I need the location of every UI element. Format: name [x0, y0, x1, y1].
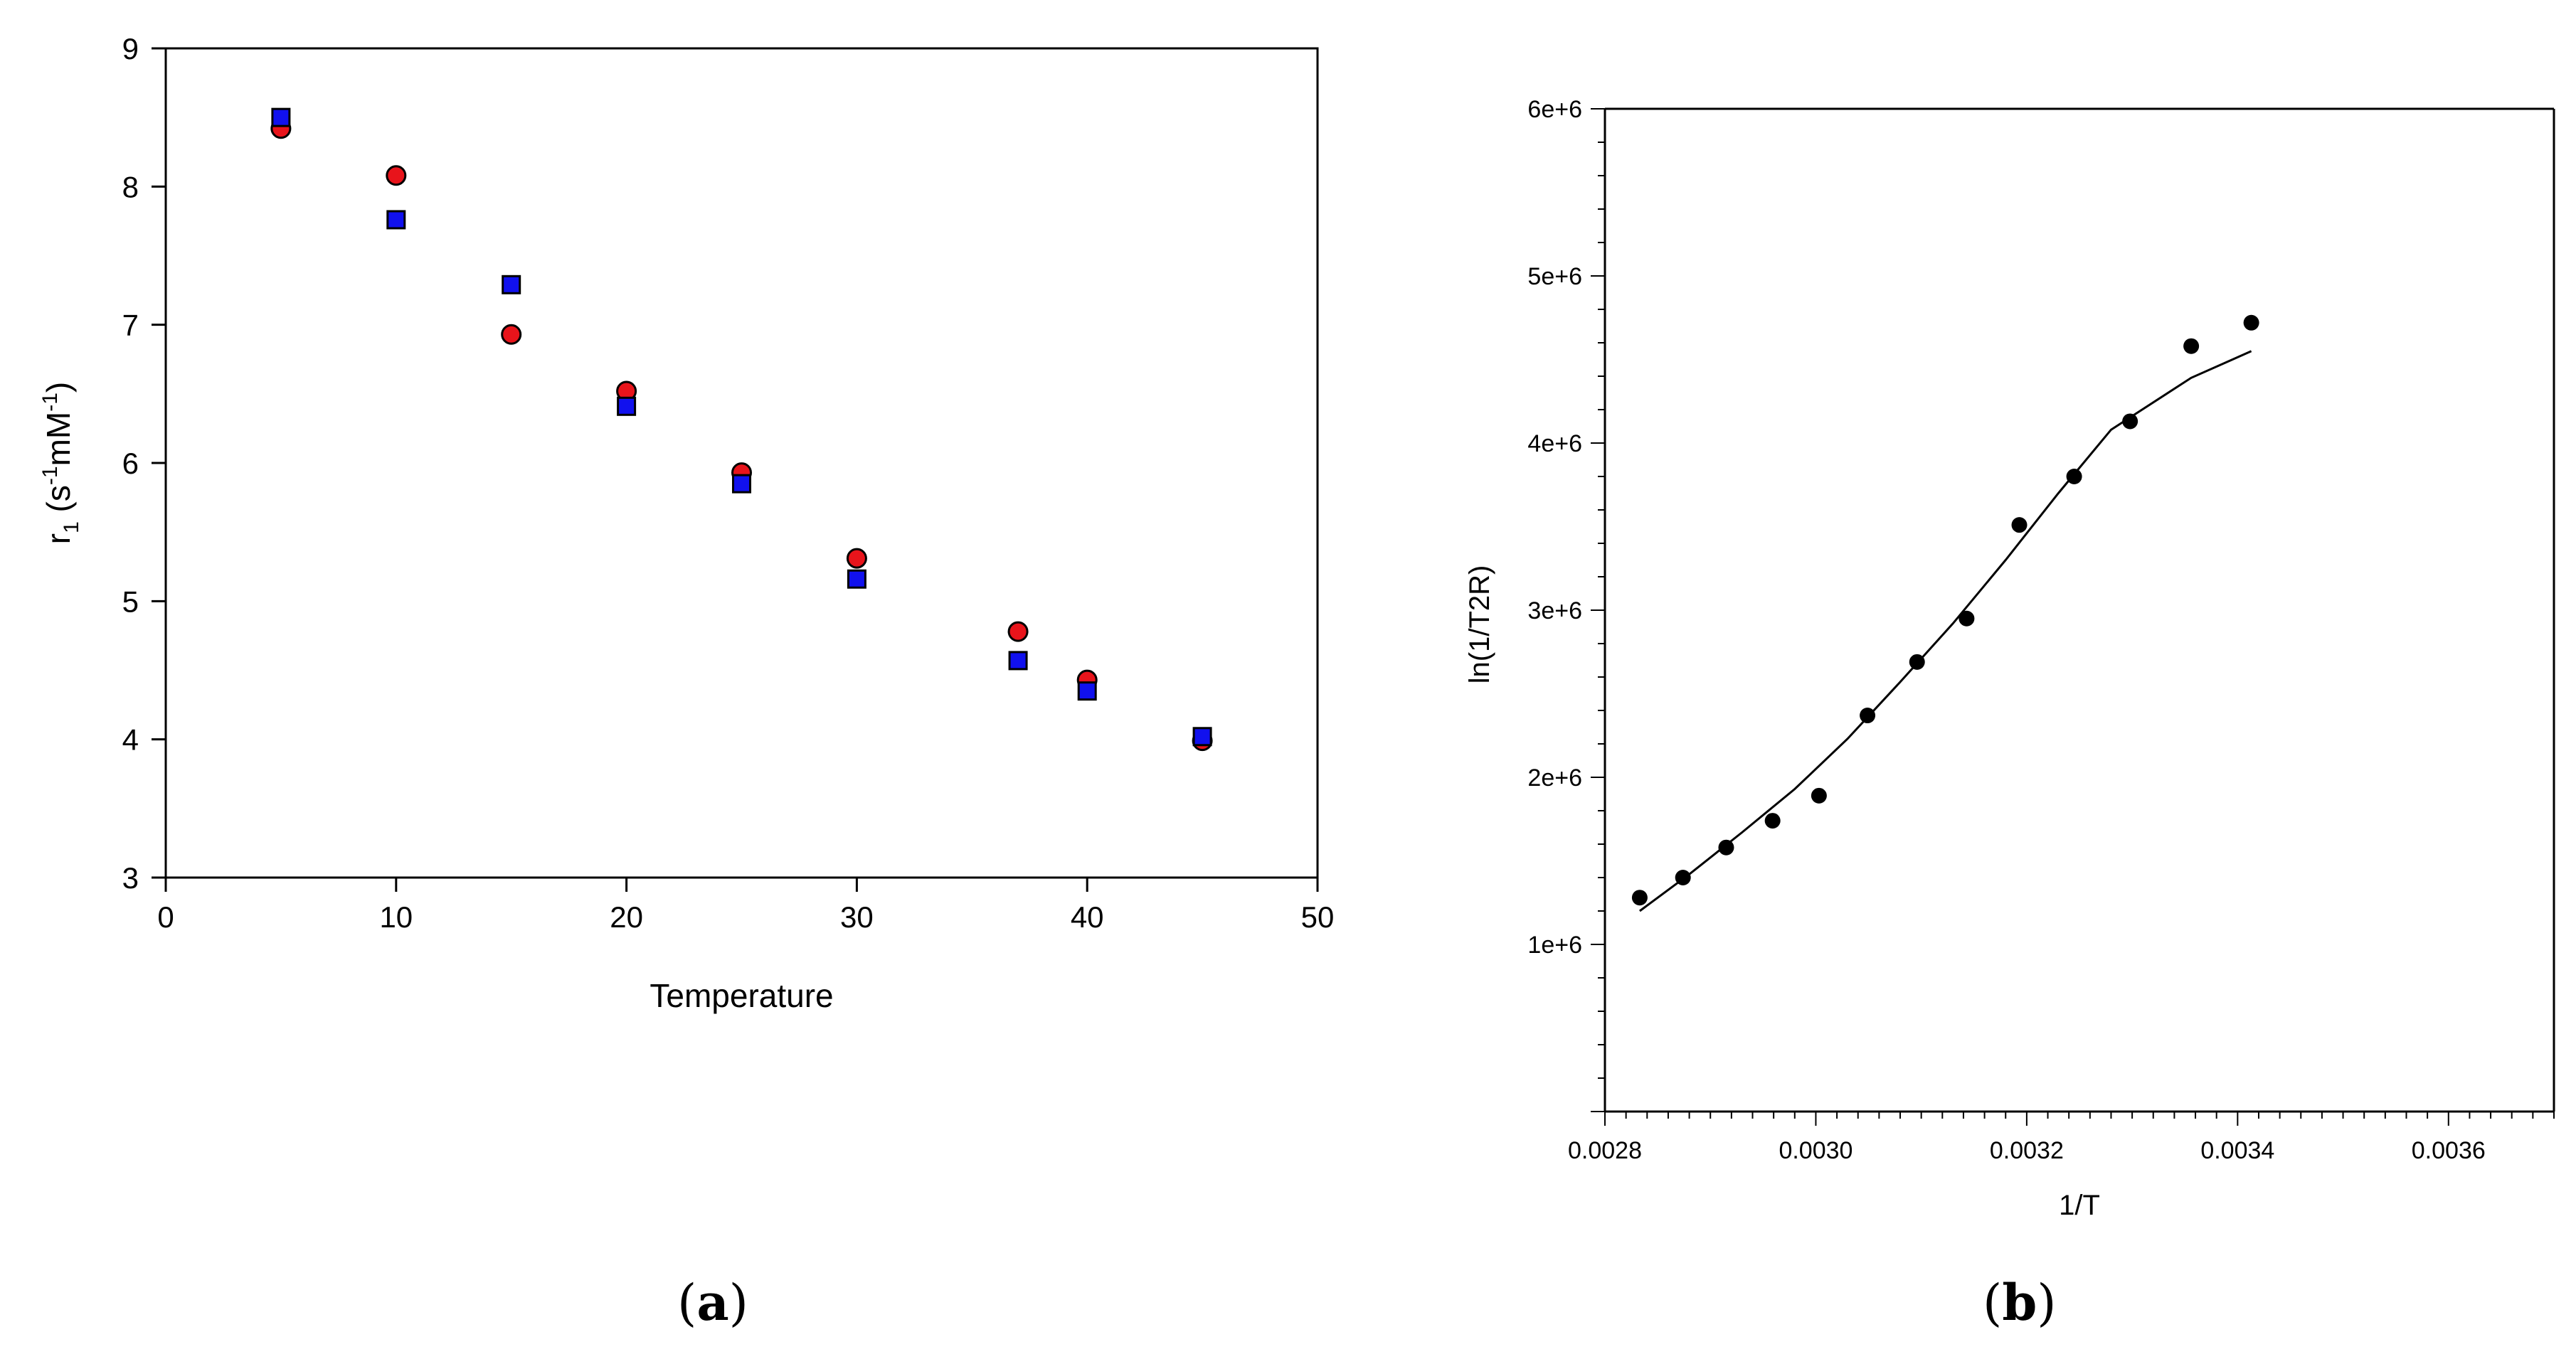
y-tick-label-b-2: 3e+6 — [1527, 597, 1582, 624]
blue-square-point-6 — [1008, 651, 1028, 671]
y-axis-label-a-mid: mM — [40, 412, 77, 467]
panel-label-a-close: ) — [728, 1274, 748, 1332]
y-axis-label-a: r1 (s-1mM-1) — [38, 382, 83, 544]
blue-square-point-3 — [617, 396, 637, 416]
x-tick-label-b-2: 0.0032 — [1990, 1137, 2064, 1164]
panel-label-b-letter: b — [2002, 1273, 2037, 1332]
y-tick-label-a-6: 9 — [122, 32, 139, 65]
red-circle-point-5 — [846, 548, 867, 569]
y-axis-label-a-r: r — [40, 533, 77, 544]
panel-label-b: (b) — [1983, 1273, 2057, 1332]
data-point-b-10 — [2122, 413, 2138, 430]
x-tick-label-b-3: 0.0034 — [2200, 1137, 2274, 1164]
data-point-b-0 — [1631, 890, 1648, 906]
red-circle-point-1 — [386, 165, 407, 186]
blue-square-point-2 — [502, 275, 521, 294]
x-axis-label-a: Temperature — [650, 977, 833, 1014]
panel-label-b-open: ( — [1983, 1274, 2003, 1332]
y-tick-label-b-3: 4e+6 — [1527, 430, 1582, 457]
data-point-b-9 — [2066, 469, 2082, 484]
blue-square-point-0 — [271, 107, 291, 127]
y-axis-label-a-exp1: -1 — [38, 466, 62, 485]
panel-label-a-letter: a — [696, 1273, 729, 1332]
x-tick-label-a-3: 30 — [840, 900, 874, 934]
data-point-b-3 — [1764, 813, 1781, 829]
x-tick-label-b-4: 0.0036 — [2412, 1137, 2486, 1164]
x-tick-label-a-5: 50 — [1301, 900, 1335, 934]
x-axis-label-b: 1/T — [2059, 1190, 2100, 1221]
blue-square-point-1 — [386, 210, 406, 230]
blue-square-point-5 — [847, 569, 866, 589]
x-tick-label-a-4: 40 — [1071, 900, 1104, 934]
x-tick-label-a-1: 10 — [379, 900, 413, 934]
blue-square-point-4 — [732, 474, 751, 494]
panel-label-b-close: ) — [2037, 1274, 2057, 1332]
data-point-b-4 — [1811, 787, 1827, 804]
y-tick-label-a-0: 3 — [122, 861, 139, 895]
y-tick-label-a-5: 8 — [122, 170, 139, 203]
blue-square-point-7 — [1077, 681, 1097, 701]
data-point-b-5 — [1860, 708, 1876, 724]
y-tick-label-b-5: 6e+6 — [1527, 96, 1582, 123]
red-circle-point-6 — [1007, 621, 1029, 642]
chart-b: 1e+6 2e+6 3e+6 4e+6 5e+6 6e+6 0.0028 0.0030 0.00… — [1464, 96, 2555, 1221]
x-tick-label-a-0: 0 — [157, 900, 174, 934]
blue-square-point-8 — [1192, 727, 1212, 747]
y-tick-label-a-1: 4 — [122, 723, 139, 757]
data-point-b-1 — [1675, 870, 1691, 885]
x-tick-label-b-1: 0.0030 — [1779, 1137, 1853, 1164]
data-point-b-11 — [2183, 338, 2200, 354]
y-axis-label-a-sub: 1 — [60, 521, 83, 533]
panel-label-a: (a) — [677, 1273, 748, 1332]
y-tick-label-b-0: 1e+6 — [1527, 932, 1582, 959]
y-axis-label-b: ln(1/T2R) — [1464, 565, 1495, 684]
y-tick-label-b-1: 2e+6 — [1527, 764, 1582, 792]
panel-label-a-open: ( — [677, 1274, 697, 1332]
data-point-b-2 — [1718, 839, 1734, 856]
y-tick-label-a-2: 5 — [122, 585, 139, 618]
x-tick-label-b-0: 0.0028 — [1568, 1137, 1642, 1164]
fit-line-b — [1639, 350, 2252, 912]
y-tick-label-b-4: 5e+6 — [1527, 263, 1582, 290]
y-tick-label-a-4: 7 — [122, 309, 139, 342]
y-tick-label-a-3: 6 — [122, 447, 139, 480]
data-point-b-6 — [1909, 654, 1925, 670]
red-circle-point-2 — [501, 324, 522, 345]
y-axis-label-a-exp2: -1 — [38, 393, 62, 412]
y-axis-label-a-close: ) — [40, 382, 77, 393]
x-tick-label-a-2: 20 — [610, 900, 643, 934]
y-axis-label-a-open: (s — [40, 485, 77, 521]
data-point-b-8 — [2011, 517, 2028, 533]
data-point-b-12 — [2243, 314, 2259, 331]
data-point-b-7 — [1958, 610, 1975, 627]
